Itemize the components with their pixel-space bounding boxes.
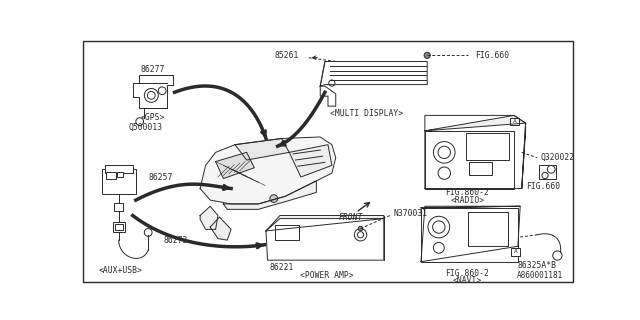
Text: FIG.660: FIG.660	[526, 182, 561, 191]
Bar	[106, 172, 116, 179]
Text: FIG.860-2: FIG.860-2	[445, 188, 490, 197]
Text: 86277: 86277	[141, 65, 165, 74]
Text: 86257: 86257	[148, 172, 173, 181]
Text: FIG.860-2: FIG.860-2	[445, 269, 490, 278]
Polygon shape	[266, 215, 384, 231]
Bar	[539, 165, 556, 179]
Circle shape	[158, 87, 166, 95]
Circle shape	[542, 172, 548, 179]
Text: <POWER AMP>: <POWER AMP>	[300, 271, 353, 280]
Polygon shape	[132, 75, 173, 108]
Polygon shape	[421, 206, 520, 208]
Polygon shape	[425, 116, 525, 188]
Text: 86221: 86221	[269, 263, 294, 272]
Bar	[105, 165, 132, 173]
Circle shape	[329, 80, 335, 86]
Circle shape	[553, 251, 562, 260]
Circle shape	[428, 216, 450, 238]
Polygon shape	[216, 152, 254, 179]
Polygon shape	[320, 86, 336, 106]
Circle shape	[433, 243, 444, 253]
Polygon shape	[200, 137, 336, 204]
Circle shape	[136, 118, 143, 125]
Polygon shape	[223, 181, 316, 209]
Text: <GPS>: <GPS>	[141, 113, 165, 122]
Circle shape	[145, 88, 158, 102]
Bar	[466, 133, 509, 160]
Text: FRONT: FRONT	[339, 213, 364, 222]
Text: 85261: 85261	[274, 51, 298, 60]
Polygon shape	[522, 123, 525, 188]
Polygon shape	[289, 145, 332, 177]
Circle shape	[433, 221, 445, 233]
Bar	[510, 118, 520, 125]
Circle shape	[355, 228, 367, 241]
Text: A: A	[514, 249, 517, 254]
Text: FIG.660: FIG.660	[476, 51, 509, 60]
Circle shape	[424, 52, 430, 59]
Text: A860001181: A860001181	[517, 271, 564, 280]
Circle shape	[433, 141, 455, 163]
Bar	[102, 169, 136, 194]
Text: 86325A*B: 86325A*B	[518, 261, 557, 270]
Text: <AUX+USB>: <AUX+USB>	[99, 267, 142, 276]
Circle shape	[147, 92, 155, 99]
Circle shape	[438, 146, 451, 158]
Text: <NAVI>: <NAVI>	[453, 276, 482, 285]
Bar	[421, 208, 518, 262]
Bar	[275, 225, 298, 240]
Text: A: A	[513, 119, 516, 124]
Text: N370031: N370031	[393, 210, 428, 219]
Text: Q500013: Q500013	[128, 123, 162, 132]
Polygon shape	[320, 61, 428, 86]
Circle shape	[438, 167, 451, 179]
Text: Q320022: Q320022	[540, 153, 575, 162]
Polygon shape	[421, 206, 520, 262]
Polygon shape	[235, 139, 289, 160]
Text: <MULTI DISPLAY>: <MULTI DISPLAY>	[330, 109, 403, 118]
Polygon shape	[200, 206, 218, 229]
Bar	[467, 212, 508, 246]
Circle shape	[547, 165, 555, 173]
Polygon shape	[425, 116, 525, 131]
Polygon shape	[266, 219, 384, 260]
Bar	[114, 203, 124, 211]
Bar	[511, 248, 520, 256]
Bar	[425, 131, 514, 188]
Circle shape	[270, 195, 278, 203]
Circle shape	[145, 228, 152, 236]
Circle shape	[358, 232, 364, 238]
Bar	[117, 172, 124, 177]
Polygon shape	[210, 217, 231, 240]
Bar	[115, 224, 123, 230]
Text: <RADIO>: <RADIO>	[451, 196, 484, 204]
Circle shape	[358, 226, 363, 231]
Bar	[113, 222, 125, 232]
Text: 86273: 86273	[164, 236, 188, 245]
Bar	[469, 162, 492, 175]
